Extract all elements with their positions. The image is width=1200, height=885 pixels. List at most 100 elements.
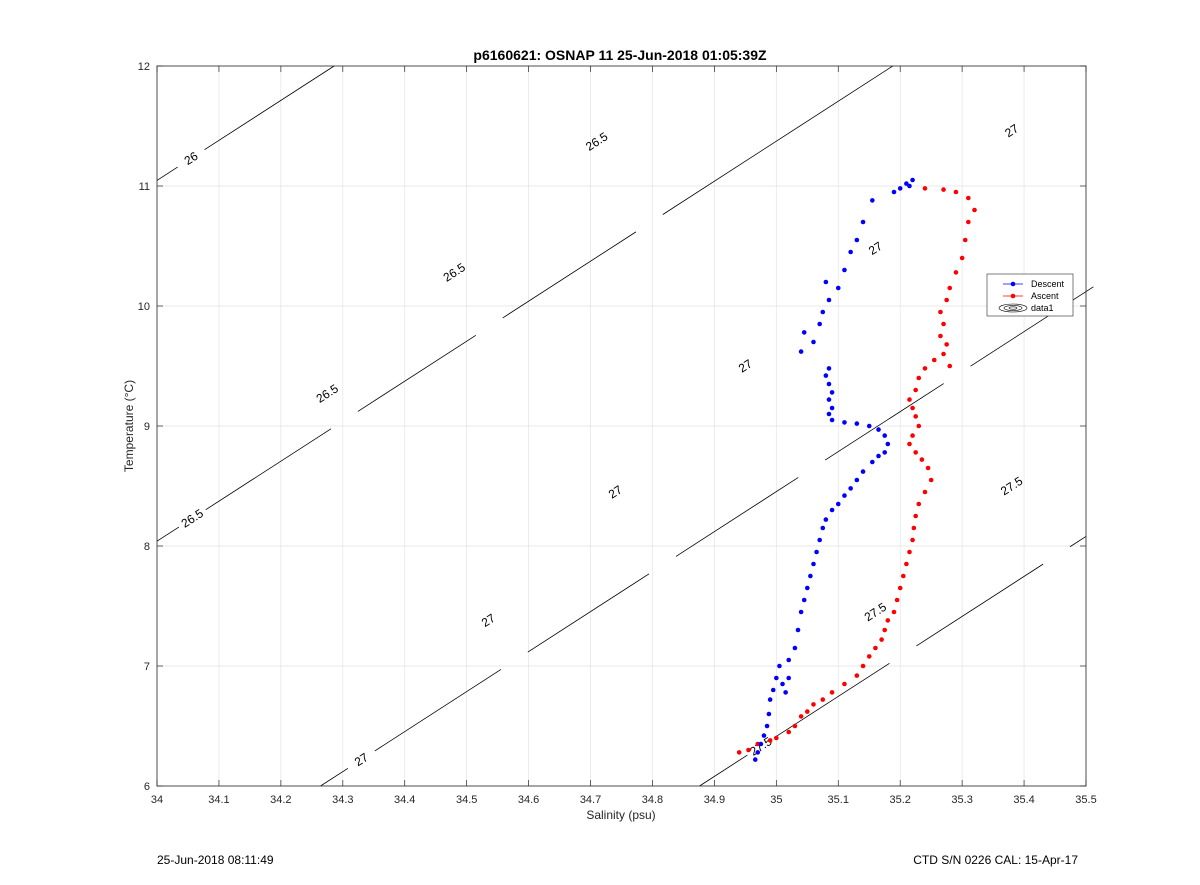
descent-point — [752, 757, 758, 762]
y-tick-label: 11 — [139, 181, 150, 193]
descent-point — [814, 549, 819, 555]
ascent-point — [972, 207, 977, 213]
descent-point — [826, 381, 832, 387]
ascent-point — [842, 681, 847, 687]
ascent-point — [811, 702, 816, 707]
descent-point — [823, 279, 829, 285]
ascent-point — [947, 363, 953, 369]
ascent-point — [922, 186, 928, 191]
descent-point — [811, 339, 816, 345]
ascent-point — [860, 663, 866, 669]
x-tick-label: 34.3 — [332, 794, 353, 806]
descent-point — [811, 561, 816, 567]
descent-point — [842, 420, 847, 425]
descent-point — [910, 177, 915, 183]
ascent-point — [805, 709, 810, 714]
ascent-point — [953, 270, 959, 275]
descent-point — [826, 397, 832, 402]
descent-point — [826, 366, 832, 371]
ascent-point — [885, 618, 891, 623]
ascent-point — [938, 309, 943, 315]
ascent-point — [931, 357, 937, 363]
descent-point — [882, 450, 888, 455]
isopycnal-line-26.5 — [662, 65, 893, 215]
ascent-point — [904, 561, 909, 567]
y-tick-label: 9 — [144, 421, 150, 433]
x-tick-label: 35.1 — [828, 794, 849, 806]
legend-contour-icon — [998, 303, 1028, 313]
legend: Descent Ascent data1 — [986, 273, 1074, 317]
x-tick-label: 34 — [151, 794, 163, 806]
ascent-point — [925, 465, 931, 471]
y-tick-label: 12 — [138, 61, 150, 73]
footer-timestamp: 25-Jun-2018 08:11:49 — [157, 853, 274, 867]
isopycnal-line-26.5 — [205, 428, 332, 511]
descent-point — [817, 321, 822, 327]
x-tick-label: 34.5 — [456, 794, 477, 806]
isopycnal-line-27 — [824, 383, 944, 461]
ascent-point — [911, 525, 917, 531]
ascent-point — [928, 477, 934, 483]
y-axis-label: Temperature (°C) — [122, 380, 136, 472]
ascent-point — [916, 375, 922, 381]
ascent-points — [736, 186, 977, 755]
x-tick-label: 35.3 — [951, 794, 972, 806]
isopycnal-line-27 — [527, 573, 650, 653]
ascent-point — [922, 489, 928, 495]
legend-ascent-label: Ascent — [1031, 291, 1059, 301]
ascent-point — [913, 450, 918, 455]
descent-point — [764, 723, 770, 729]
descent-point — [820, 309, 826, 315]
x-tick-label: 35.5 — [1075, 794, 1096, 806]
ascent-point — [786, 729, 792, 735]
x-tick-label: 34.7 — [580, 794, 601, 806]
descent-point — [897, 186, 903, 191]
ascent-point — [897, 585, 903, 591]
descent-point — [907, 183, 912, 189]
ascent-point — [962, 237, 968, 243]
ascent-point — [944, 297, 949, 303]
descent-point — [860, 469, 866, 474]
ascent-point — [941, 187, 946, 192]
legend-descent-marker — [1010, 281, 1016, 287]
x-ticks: 34 34.1 34.2 34.3 34.4 34.5 34.6 34.7 34.8 34.9 35… — [151, 66, 1097, 806]
descent-point — [817, 537, 822, 543]
descent-point — [848, 486, 853, 491]
descent-point — [829, 417, 835, 423]
ascent-point — [879, 637, 884, 642]
ascent-point — [774, 735, 779, 741]
grid — [156, 65, 1087, 787]
ascent-point — [910, 433, 915, 438]
x-tick-label: 35.4 — [1013, 794, 1034, 806]
ascent-point — [736, 750, 742, 755]
descent-point — [876, 427, 881, 432]
legend-data1-label: data1 — [1031, 303, 1054, 313]
isopycnal-line-26.5 — [156, 526, 180, 542]
descent-point — [829, 507, 835, 513]
descent-point — [826, 297, 832, 303]
descent-point — [835, 285, 841, 291]
descent-point — [761, 733, 767, 738]
descent-point — [792, 645, 798, 651]
x-tick-label: 35.2 — [889, 794, 910, 806]
descent-point — [808, 573, 813, 579]
descent-point — [798, 349, 804, 354]
x-tick-label: 35 — [770, 794, 782, 806]
x-tick-label: 34.4 — [394, 794, 415, 806]
y-tick-label: 10 — [138, 301, 150, 313]
x-tick-label: 34.1 — [208, 794, 229, 806]
y-tick-label: 8 — [144, 541, 150, 553]
ascent-point — [910, 537, 915, 543]
isopycnal-line-27 — [320, 767, 349, 787]
x-tick-label: 34.8 — [642, 794, 663, 806]
ascent-point — [798, 714, 804, 719]
isopycnal-line-26.5 — [502, 231, 637, 319]
ascent-point — [938, 333, 943, 339]
descent-point — [774, 675, 779, 681]
descent-point — [820, 525, 826, 531]
descent-point — [805, 585, 810, 591]
y-tick-label: 6 — [144, 781, 150, 793]
x-tick-label: 34.9 — [704, 794, 725, 806]
footer-instrument-info: CTD S/N 0226 CAL: 15-Apr-17 — [913, 853, 1078, 867]
